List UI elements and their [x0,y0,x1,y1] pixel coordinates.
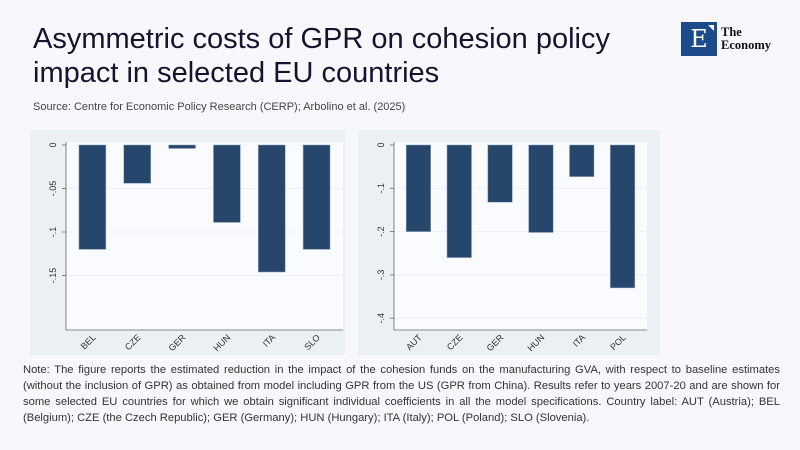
bar-cze [123,144,151,184]
y-tick-label: -.05 [48,181,58,197]
plot-area [394,142,647,330]
bar-aut [405,144,431,232]
y-tick-label: -.2 [376,226,386,237]
bar-hun [528,144,554,233]
bar-ger [487,144,513,203]
logo-line-1: The [721,25,742,39]
bar-ger [168,144,196,149]
y-tick-label: 0 [48,142,58,147]
bar-ita [569,144,595,177]
y-tick-label: -.4 [376,313,386,324]
logo-line-2: Economy [721,38,771,52]
y-tick-label: -.15 [48,268,58,284]
plot-area [66,142,343,330]
source-line: Source: Centre for Economic Policy Resea… [33,101,406,113]
bar-slo [302,144,331,250]
bar-pol [610,144,636,289]
y-tick-label: -.1 [376,183,386,194]
y-tick-label: -.1 [48,227,58,238]
bar-ita [258,144,286,273]
bar-cze [446,144,472,258]
bar-hun [213,144,241,223]
figure-note: Note: The figure reports the estimated r… [23,364,780,424]
page-title: Asymmetric costs of GPR on cohesion poli… [33,23,610,89]
logo-mark-icon: E [681,22,717,56]
bar-bel [78,144,107,250]
y-tick-label: 0 [376,142,386,147]
the-economy-logo: E The Economy [681,22,771,56]
y-tick-label: -.3 [376,270,386,281]
